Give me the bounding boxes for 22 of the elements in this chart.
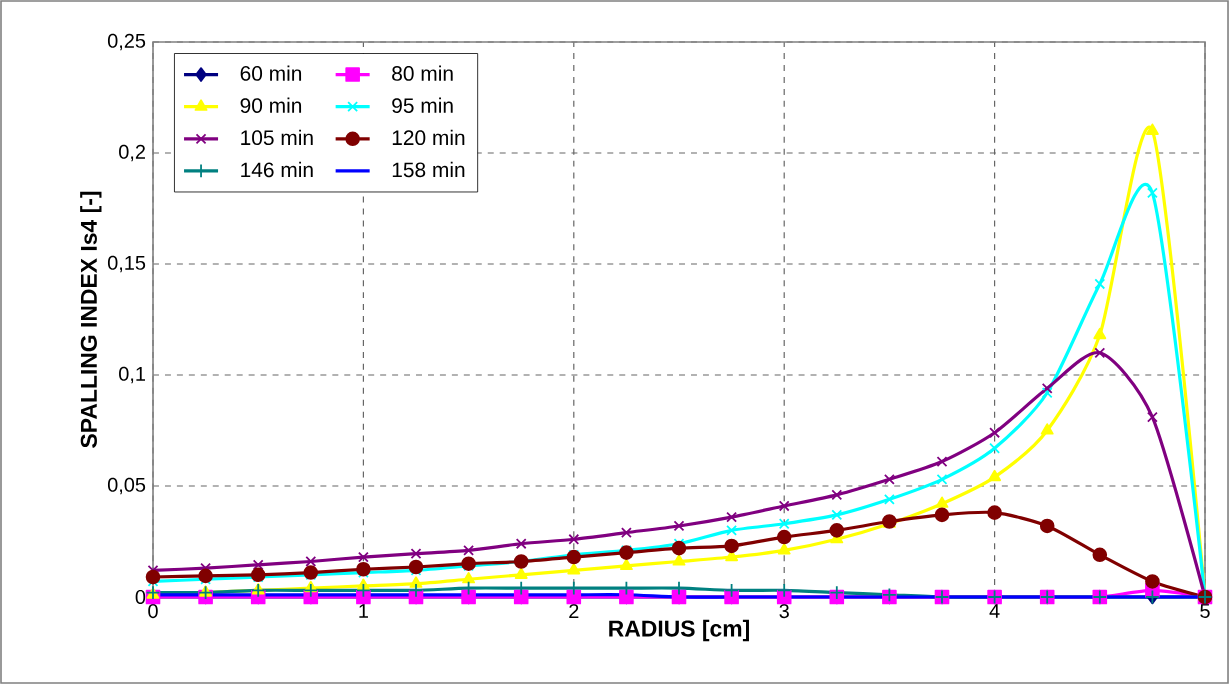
x-tick-label: 4 xyxy=(989,604,1000,618)
y-tick-label: 0,25 xyxy=(107,33,146,51)
legend-label: 105 min xyxy=(241,129,313,146)
legend-label: 95 min xyxy=(392,97,453,113)
x-axis-title: RADIUS [cm] xyxy=(609,619,749,642)
legend-label: 60 min xyxy=(240,65,302,81)
y-tick-label: 0 xyxy=(135,589,146,605)
legend-label: 120 min xyxy=(392,129,465,146)
y-tick-label: 0,2 xyxy=(119,144,145,162)
legend-label: 146 min xyxy=(241,161,313,178)
x-tick-label: 3 xyxy=(779,604,789,619)
y-tick-label: 0,05 xyxy=(107,477,146,495)
y-tick-label: 0,15 xyxy=(107,255,146,273)
x-tick-label: 0 xyxy=(148,604,158,619)
y-tick-label: 0,1 xyxy=(119,366,145,384)
x-tick-label: 5 xyxy=(1200,604,1210,618)
x-tick-label: 1 xyxy=(359,604,368,618)
y-axis-title: SPALLING INDEX Is4 [-] xyxy=(80,191,102,448)
legend-label: 90 min xyxy=(240,97,302,113)
legend-label: 158 min xyxy=(392,161,465,178)
legend-label: 80 min xyxy=(392,65,453,81)
x-tick-label: 2 xyxy=(569,604,579,618)
